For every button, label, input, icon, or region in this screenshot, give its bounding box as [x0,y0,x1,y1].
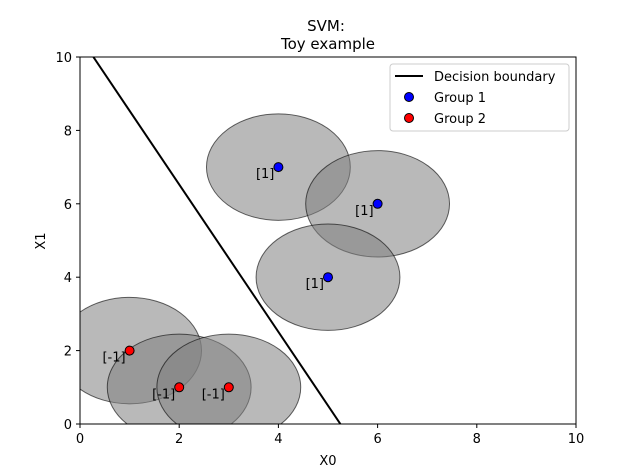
legend-entry-decision-boundary: Decision boundary [434,70,556,85]
point-label-2-3: [-1] [202,387,225,402]
data-point-1-3 [323,272,333,283]
axes-frame [79,56,577,425]
y-axis-label: X1 [34,232,49,249]
x-tick-label: 10 [568,432,585,447]
decision-boundary-line [92,57,342,424]
x-axis-ticks: 0 2 4 6 8 10 [76,424,584,447]
point-label-1-3: [1] [306,277,324,292]
legend: Decision boundary Group 1 Group 2 [389,63,570,132]
margin-circle-2-3 [156,333,302,424]
x-axis-label: X0 [319,454,336,469]
y-tick-label: 2 [64,345,72,360]
data-point-2-1 [124,345,135,356]
y-axis-ticks: 0 2 4 6 8 10 [55,51,80,433]
point-label-2-2: [-1] [152,387,175,402]
legend-box [389,63,570,132]
chart-subtitle: Toy example [280,35,375,53]
x-tick-label: 0 [76,432,84,447]
y-tick-label: 4 [64,271,72,286]
legend-entry-group-1: Group 1 [434,91,486,106]
data-point-1-1 [273,162,284,173]
y-tick-label: 6 [64,198,72,213]
data-point-2-2 [174,382,185,393]
chart-title: SVM: [307,17,345,35]
x-tick-label: 8 [473,432,481,447]
legend-marker-group-2 [404,113,414,123]
point-label-1-2: [1] [355,204,373,219]
x-tick-label: 6 [373,432,381,447]
y-tick-label: 0 [64,418,72,433]
y-tick-label: 8 [64,124,72,139]
y-tick-label: 10 [55,51,72,66]
x-tick-label: 4 [274,432,282,447]
legend-entry-group-2: Group 2 [434,112,486,127]
point-label-1-1: [1] [256,167,274,182]
data-point-1-2 [372,198,383,209]
legend-marker-group-1 [404,92,414,102]
x-tick-label: 2 [175,432,183,447]
point-label-2-1: [-1] [102,351,125,366]
data-point-2-3 [223,382,234,393]
